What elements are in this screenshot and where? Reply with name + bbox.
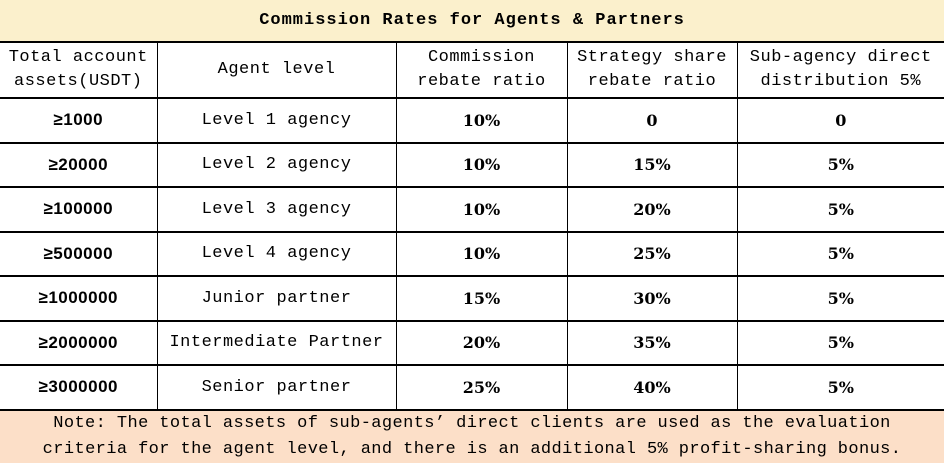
cell-commission: 20% [395,319,568,366]
cell-subagency: 5% [736,186,944,233]
cell-assets: ≥20000 [0,141,158,188]
cell-assets: ≥100000 [0,186,158,233]
cell-strategy: 30% [566,275,738,322]
cell-assets: ≥1000000 [0,275,158,322]
cell-assets: ≥2000000 [0,319,158,366]
table-row: ≥2000000 Intermediate Partner 20% 35% 5% [0,319,944,366]
column-header-level: Agent level [156,41,397,99]
cell-assets: ≥3000000 [0,364,158,411]
cell-subagency: 5% [736,230,944,277]
cell-level: Level 1 agency [156,97,397,144]
title-row: Commission Rates for Agents & Partners [0,0,944,43]
cell-commission: 10% [395,186,568,233]
table-row: ≥1000 Level 1 agency 10% 0 0 [0,97,944,144]
cell-level: Level 3 agency [156,186,397,233]
cell-subagency: 5% [736,364,944,411]
table-row: ≥100000 Level 3 agency 10% 20% 5% [0,186,944,233]
cell-assets: ≥1000 [0,97,158,144]
footnote: Note: The total assets of sub-agents’ di… [0,408,944,463]
note-row: Note: The total assets of sub-agents’ di… [0,408,944,463]
cell-commission: 25% [395,364,568,411]
cell-strategy: 0 [566,97,738,144]
table-row: ≥3000000 Senior partner 25% 40% 5% [0,364,944,411]
cell-commission: 10% [395,230,568,277]
cell-strategy: 35% [566,319,738,366]
column-header-commission: Commission rebate ratio [395,41,568,99]
cell-strategy: 25% [566,230,738,277]
cell-level: Level 4 agency [156,230,397,277]
column-header-subagency: Sub-agency direct distribution 5% [736,41,944,99]
cell-subagency: 0 [736,97,944,144]
cell-commission: 10% [395,97,568,144]
cell-subagency: 5% [736,141,944,188]
page-title: Commission Rates for Agents & Partners [0,0,944,43]
table-row: ≥20000 Level 2 agency 10% 15% 5% [0,141,944,188]
cell-assets: ≥500000 [0,230,158,277]
table-row: ≥500000 Level 4 agency 10% 25% 5% [0,230,944,277]
cell-strategy: 40% [566,364,738,411]
cell-level: Senior partner [156,364,397,411]
column-header-assets: Total account assets(USDT) [0,41,158,99]
column-header-strategy: Strategy share rebate ratio [566,41,738,99]
table-row: ≥1000000 Junior partner 15% 30% 5% [0,275,944,322]
cell-commission: 15% [395,275,568,322]
cell-strategy: 15% [566,141,738,188]
header-row: Total account assets(USDT) Agent level C… [0,41,944,99]
cell-commission: 10% [395,141,568,188]
cell-level: Level 2 agency [156,141,397,188]
cell-subagency: 5% [736,275,944,322]
cell-level: Junior partner [156,275,397,322]
cell-subagency: 5% [736,319,944,366]
cell-strategy: 20% [566,186,738,233]
cell-level: Intermediate Partner [156,319,397,366]
